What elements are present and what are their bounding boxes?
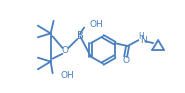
Text: B: B xyxy=(77,31,84,41)
Text: O: O xyxy=(122,56,129,65)
Text: O: O xyxy=(62,46,69,55)
Text: H: H xyxy=(139,32,144,41)
Text: OH: OH xyxy=(89,20,103,29)
Text: N: N xyxy=(140,36,147,45)
Text: OH: OH xyxy=(60,71,74,80)
